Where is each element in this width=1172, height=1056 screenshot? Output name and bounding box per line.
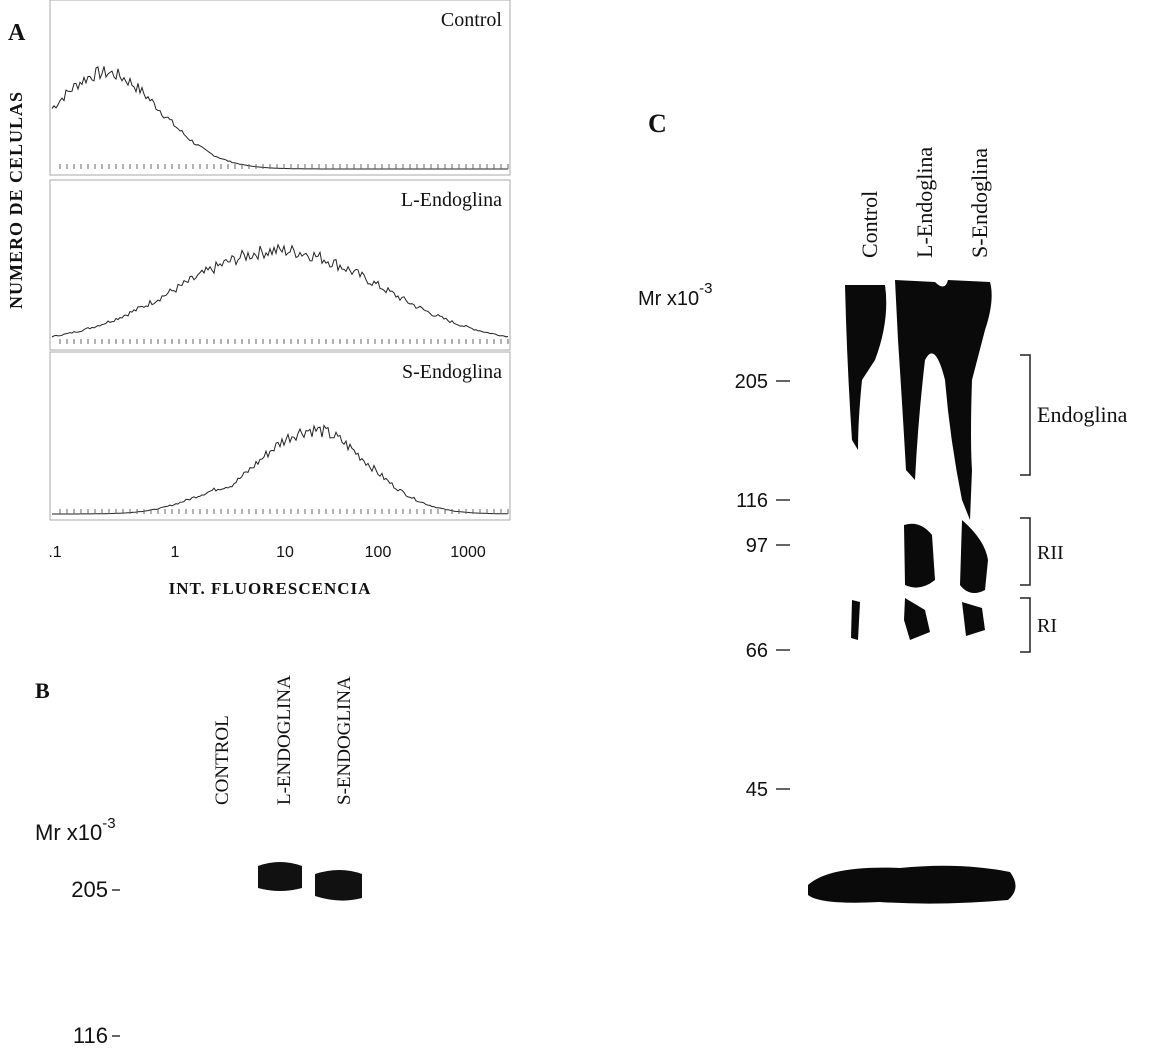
lane-label: CONTROL (212, 715, 233, 805)
lane-label: L-ENDOGLINA (274, 675, 295, 805)
histogram-trace (52, 424, 508, 515)
band (258, 862, 302, 891)
lane-label: L-Endoglina (912, 147, 937, 258)
bracket (1020, 597, 1031, 653)
band-label: Endoglina (1037, 402, 1128, 427)
marker-label: 205 (735, 371, 768, 393)
x-axis-label: INT. FLUORESCENCIA (169, 579, 372, 598)
panel-label: B (35, 678, 50, 703)
x-tick-label: 100 (365, 544, 392, 561)
mr-exponent: -3 (102, 815, 115, 832)
band-label: RI (1037, 615, 1057, 637)
marker-label: 116 (736, 490, 768, 512)
lane-label: Control (857, 191, 882, 258)
band (904, 523, 935, 588)
lane-smear (845, 285, 887, 450)
mr-text: Mr x10 (35, 820, 102, 845)
marker-label: 66 (746, 640, 768, 662)
lane-label: S-Endoglina (967, 148, 992, 258)
mr-exponent: -3 (699, 280, 712, 297)
y-axis-label: NUMERO DE CELULAS (6, 91, 26, 309)
panel-label: A (8, 20, 26, 46)
band (808, 865, 1016, 904)
histogram-trace (51, 243, 509, 338)
mr-label: Mr x10-3 (638, 280, 712, 310)
lane-smear (895, 280, 992, 520)
mr-label: Mr x10-3 (35, 815, 116, 845)
band (962, 602, 985, 636)
band-label: RII (1037, 542, 1064, 564)
lane-label: S-ENDOGLINA (334, 676, 355, 805)
x-tick-label: 10 (276, 544, 294, 561)
marker-label: 45 (746, 779, 768, 801)
histogram-trace (51, 66, 508, 170)
blot-c (808, 280, 1016, 904)
x-tick-label: .1 (48, 544, 61, 561)
histogram-label: Control (441, 9, 503, 31)
mr-text: Mr x10 (638, 288, 699, 310)
marker-label: 97 (746, 535, 768, 557)
x-tick-label: 1 (171, 544, 180, 561)
band (960, 520, 988, 594)
histogram-label: S-Endoglina (402, 361, 502, 383)
bracket (1020, 354, 1031, 476)
histograms: Control L-Endoglina S-Endoglina (49, 0, 511, 521)
histogram-frame (49, 179, 511, 351)
marker-label: 116 (73, 1023, 108, 1048)
brackets (1020, 354, 1031, 653)
panel-label: C (648, 109, 667, 138)
band (851, 600, 860, 640)
x-tick-label: 1000 (450, 544, 486, 561)
marker-label: 205 (71, 877, 108, 902)
band (315, 870, 362, 901)
histogram-label: L-Endoglina (401, 189, 502, 211)
histogram-frame (49, 0, 511, 176)
blot-b (258, 862, 362, 901)
band (904, 598, 930, 640)
bracket (1020, 517, 1031, 586)
histogram-frame (49, 351, 511, 521)
